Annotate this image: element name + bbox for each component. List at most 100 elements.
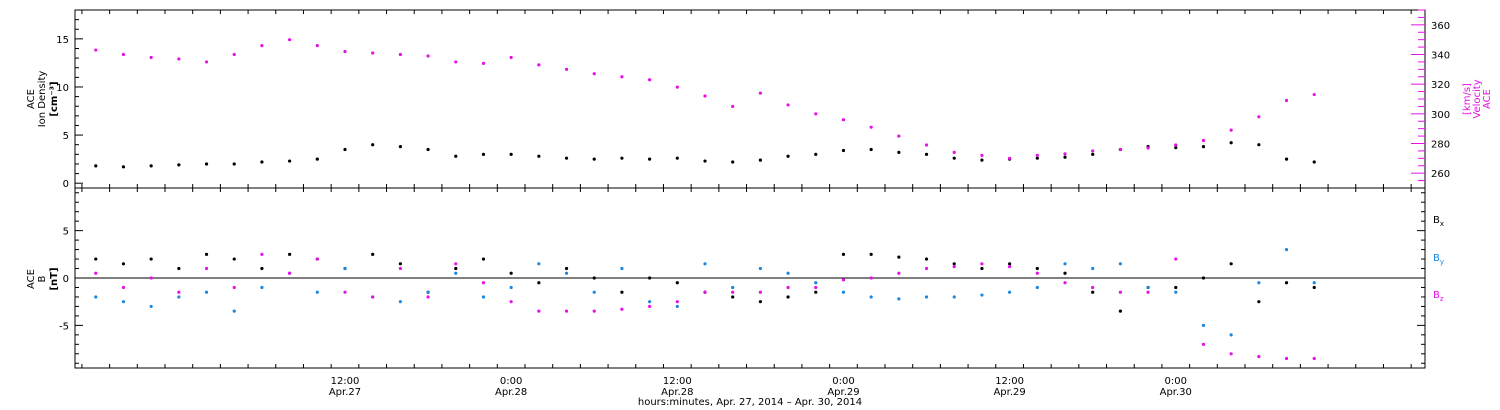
data-point — [814, 281, 818, 285]
data-point — [537, 281, 541, 285]
data-point — [1035, 266, 1039, 271]
data-point — [1229, 262, 1233, 266]
data-point — [1312, 160, 1316, 164]
data-point — [814, 112, 818, 116]
data-point — [1284, 281, 1289, 285]
density-tick-label: 5 — [63, 131, 69, 142]
bfield-axis-title-line1: ACE — [26, 269, 37, 289]
data-point — [177, 290, 181, 294]
data-point — [675, 304, 679, 309]
legend-by: By — [1433, 253, 1444, 266]
data-point — [1257, 355, 1261, 359]
data-layer — [94, 38, 1316, 361]
data-point — [786, 271, 790, 275]
data-point — [537, 154, 541, 158]
data-point — [648, 276, 652, 280]
data-point — [620, 75, 624, 79]
data-point — [758, 266, 762, 271]
data-point — [1118, 147, 1122, 152]
data-point — [454, 154, 458, 158]
data-point — [288, 159, 292, 163]
data-point — [260, 266, 264, 271]
data-point — [924, 257, 929, 261]
data-point — [897, 134, 901, 138]
data-point — [260, 160, 264, 164]
data-point — [592, 309, 596, 313]
data-point — [1174, 285, 1178, 290]
data-point — [1174, 143, 1178, 147]
data-point — [869, 276, 873, 280]
data-point — [592, 290, 596, 294]
data-point — [564, 156, 569, 160]
data-point — [232, 309, 236, 313]
axis-ticks — [75, 9, 1425, 368]
data-point — [509, 300, 513, 304]
data-point — [1284, 247, 1289, 252]
data-point — [177, 163, 181, 167]
data-point — [481, 281, 486, 285]
data-point — [509, 152, 513, 156]
data-point — [1091, 285, 1095, 290]
x-tick-label-date: Apr.28 — [495, 387, 527, 398]
data-point — [1229, 141, 1233, 145]
data-point — [952, 265, 956, 269]
density-axis-title-line3: [cm⁻³] — [49, 81, 60, 116]
data-point — [288, 38, 292, 42]
legend-bx: Bx — [1433, 215, 1444, 228]
data-point — [343, 49, 347, 54]
velocity-tick-label: 300 — [1431, 110, 1450, 121]
data-point — [94, 48, 98, 52]
data-point — [232, 52, 236, 57]
x-tick-label-date: Apr.27 — [329, 387, 361, 398]
data-point — [454, 271, 458, 275]
x-tick-label-time: 12:00 — [995, 376, 1024, 387]
data-point — [1284, 157, 1289, 161]
x-tick-label-date: Apr.30 — [1160, 387, 1192, 398]
data-point — [924, 295, 929, 299]
data-point — [758, 158, 762, 162]
data-point — [1229, 128, 1233, 132]
data-point — [1091, 290, 1095, 294]
data-point — [454, 60, 458, 64]
data-point — [1229, 352, 1233, 356]
data-point — [1201, 138, 1206, 143]
data-point — [177, 266, 181, 271]
x-tick-labels: 12:00Apr.270:00Apr.2812:00Apr.280:00Apr.… — [329, 376, 1192, 398]
data-point — [620, 156, 624, 160]
data-point — [149, 55, 153, 60]
x-tick-label-time: 12:00 — [663, 376, 692, 387]
data-point — [1257, 281, 1261, 285]
data-point — [1284, 98, 1289, 103]
velocity-axis-title-line1: ACE — [1482, 89, 1493, 109]
data-point — [980, 262, 984, 266]
data-point — [315, 257, 319, 261]
data-point — [1091, 266, 1095, 271]
data-point — [869, 252, 873, 256]
data-point — [288, 271, 292, 275]
data-point — [481, 295, 486, 299]
data-point — [1201, 342, 1206, 346]
data-point — [1229, 333, 1233, 337]
data-point — [980, 153, 984, 157]
velocity-tick-label: 320 — [1431, 80, 1450, 91]
data-point — [426, 147, 430, 152]
data-point — [426, 290, 430, 294]
data-point — [398, 266, 402, 271]
data-point — [1174, 145, 1178, 150]
data-point — [481, 152, 486, 156]
data-point — [897, 297, 901, 301]
data-point — [481, 61, 486, 65]
data-point — [731, 285, 735, 290]
data-point — [315, 290, 319, 294]
data-point — [232, 257, 236, 261]
data-point — [841, 148, 846, 153]
data-point — [454, 262, 458, 266]
velocity-axis-title-line2: Velocity — [1472, 79, 1483, 118]
x-tick-label-time: 0:00 — [500, 376, 522, 387]
data-point — [398, 52, 402, 57]
density-tick-label: 15 — [56, 35, 69, 46]
data-point — [675, 300, 679, 304]
data-point — [343, 266, 347, 271]
data-point — [869, 147, 873, 152]
